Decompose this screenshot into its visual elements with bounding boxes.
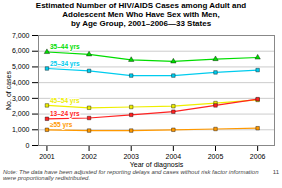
svg-text:35–44 yrs: 35–44 yrs bbox=[50, 43, 80, 51]
svg-text:13–24 yrs: 13–24 yrs bbox=[50, 109, 80, 117]
svg-text:25–34 yrs: 25–34 yrs bbox=[50, 59, 80, 67]
svg-text:1,000: 1,000 bbox=[12, 126, 30, 133]
svg-text:5,000: 5,000 bbox=[12, 63, 30, 70]
html-text:Note: The data have been adjus: Note: The data have been adjusted for re… bbox=[3, 168, 259, 182]
svg-text:No. of cases: No. of cases bbox=[5, 70, 12, 109]
svg-text:2006: 2006 bbox=[250, 153, 266, 160]
svg-text:Year of diagnosis: Year of diagnosis bbox=[130, 160, 184, 168]
svg-text:3,000: 3,000 bbox=[12, 94, 30, 101]
svg-text:2002: 2002 bbox=[81, 153, 97, 160]
svg-text:7,000: 7,000 bbox=[12, 31, 30, 38]
svg-text:0: 0 bbox=[26, 141, 30, 148]
svg-text:2004: 2004 bbox=[166, 153, 182, 160]
svg-text:2003: 2003 bbox=[123, 153, 139, 160]
html-text:Estimated Number of HIV/AIDS C: Estimated Number of HIV/AIDS Cases among… bbox=[35, 1, 247, 29]
svg-text:6,000: 6,000 bbox=[12, 47, 30, 54]
svg-text:2001: 2001 bbox=[39, 153, 55, 160]
svg-text:4,000: 4,000 bbox=[12, 78, 30, 85]
svg-text:45–54 yrs: 45–54 yrs bbox=[50, 96, 80, 104]
svg-text:2,000: 2,000 bbox=[12, 110, 30, 117]
svg-text:≥55 yrs: ≥55 yrs bbox=[50, 120, 73, 128]
html-text:11: 11 bbox=[272, 168, 279, 175]
svg-text:2005: 2005 bbox=[208, 153, 224, 160]
